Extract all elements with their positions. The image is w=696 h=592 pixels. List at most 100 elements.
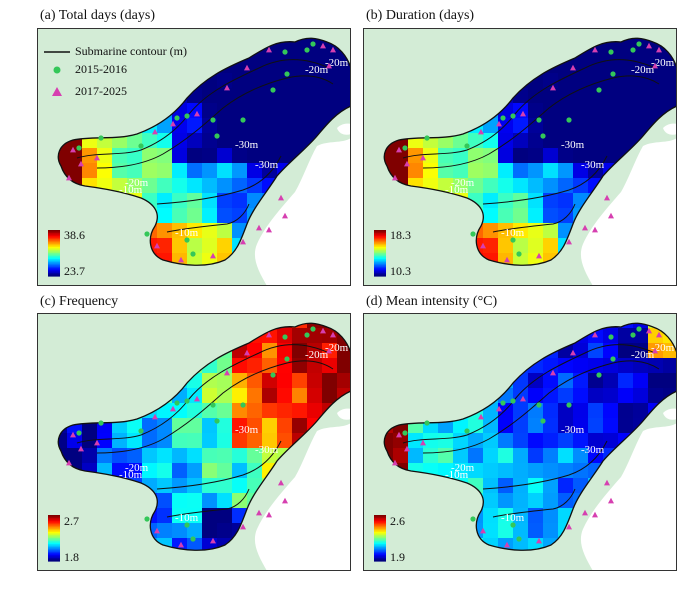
station-2015-marker: [282, 49, 288, 55]
colorbar-step: [48, 230, 60, 233]
grid-cell: [513, 208, 529, 224]
station-2015-marker: [214, 418, 220, 424]
grid-cell: [558, 373, 574, 389]
grid-cell: [202, 223, 218, 239]
contour-southern: [166, 488, 250, 518]
grid-cell: [277, 58, 293, 74]
station-2015-marker: [76, 430, 82, 436]
grid-cell: [543, 403, 559, 419]
station-2015-marker: [636, 41, 642, 47]
panel-frame: [363, 28, 677, 286]
grid-cell: [262, 418, 278, 434]
station-2017-marker: [70, 431, 76, 438]
colorbar-step: [374, 240, 386, 243]
grid-cell: [483, 493, 499, 509]
colorbar-max-b: 18.3: [390, 228, 411, 242]
station-2015-marker: [516, 536, 522, 542]
grid-cell: [588, 418, 604, 434]
colorbar-step: [48, 515, 60, 518]
colorbar-max-d: 2.6: [390, 514, 405, 528]
station-2015-marker: [214, 133, 220, 139]
station-2015-marker: [174, 115, 180, 121]
grid-cell: [127, 133, 143, 149]
grid-cell: [528, 448, 544, 464]
colorbar-step: [48, 253, 60, 256]
grid-cell: [648, 328, 664, 344]
grid-cell: [543, 448, 559, 464]
grid-cell: [142, 178, 158, 194]
grid-cell: [543, 523, 559, 539]
grid-cell: [663, 88, 677, 104]
grid-cell: [247, 448, 263, 464]
grid-cell: [232, 388, 248, 404]
colorbar-step: [48, 545, 60, 548]
contour-label: -10m: [175, 512, 199, 524]
grid-cell: [187, 448, 203, 464]
magenta-triangle-icon: [52, 87, 62, 97]
grid-cell: [142, 433, 158, 449]
grid-cell: [262, 433, 278, 449]
grid-cell: [172, 133, 188, 149]
grid-cell: [468, 163, 484, 179]
grid-cell: [588, 433, 604, 449]
grid-cell: [543, 223, 559, 239]
grid-cell: [384, 148, 394, 164]
grid-cell: [558, 208, 574, 224]
grid-cell: [603, 403, 619, 419]
colorbar-step: [48, 525, 60, 528]
colorbar-step: [48, 531, 60, 534]
station-2015-marker: [630, 332, 636, 338]
grid-cell: [217, 373, 233, 389]
contour-label: -20m: [631, 64, 655, 76]
grid-cell: [513, 118, 529, 134]
grid-cell: [217, 433, 233, 449]
station-2017-marker: [570, 64, 576, 71]
station-2017-marker: [608, 212, 614, 219]
colorbar-step: [48, 266, 60, 269]
grid-cell: [543, 208, 559, 224]
colorbar-step: [48, 521, 60, 524]
station-2017-marker: [656, 331, 662, 338]
legend-contour-label: Submarine contour (m): [75, 44, 187, 58]
grid-cell: [588, 73, 604, 89]
colorbar-step: [374, 230, 386, 233]
grid-cell: [112, 178, 128, 194]
grid-cell: [618, 388, 634, 404]
grid-cell: [603, 88, 619, 104]
grid-cell: [157, 178, 173, 194]
grid-cell: [573, 73, 589, 89]
grid-cell: [543, 463, 559, 479]
colorbar-step: [48, 548, 60, 551]
grid-cell: [172, 493, 188, 509]
grid-cell: [97, 148, 113, 164]
colorbar-step: [48, 254, 60, 257]
station-2015-marker: [144, 231, 150, 237]
colorbar-step: [374, 256, 386, 259]
grid-cell: [528, 238, 544, 254]
grid-cell: [337, 73, 351, 89]
contour-20m: [422, 75, 660, 169]
grid-cell: [453, 418, 469, 434]
grid-cell: [633, 388, 649, 404]
grid-cell: [558, 163, 574, 179]
grid-cell: [648, 373, 664, 389]
grid-cell: [438, 148, 454, 164]
colorbar-step: [48, 231, 60, 234]
colorbar-step: [374, 544, 386, 547]
grid-cell: [217, 208, 233, 224]
contour-label: -30m: [235, 139, 259, 151]
grid-cell: [543, 493, 559, 509]
peninsula-land: [663, 408, 677, 420]
grid-cell: [633, 88, 649, 104]
station-2017-marker: [152, 128, 158, 135]
grid-cell: [453, 163, 469, 179]
colorbar-step: [374, 525, 386, 528]
grid-cell: [157, 418, 173, 434]
panel-title-c: (c) Frequency: [40, 294, 119, 309]
grid-cell: [307, 38, 323, 44]
grid-cell: [558, 388, 574, 404]
colorbar-step: [374, 233, 386, 236]
station-2015-marker: [566, 402, 572, 408]
colorbar-step: [374, 254, 386, 257]
grid-cell: [202, 433, 218, 449]
